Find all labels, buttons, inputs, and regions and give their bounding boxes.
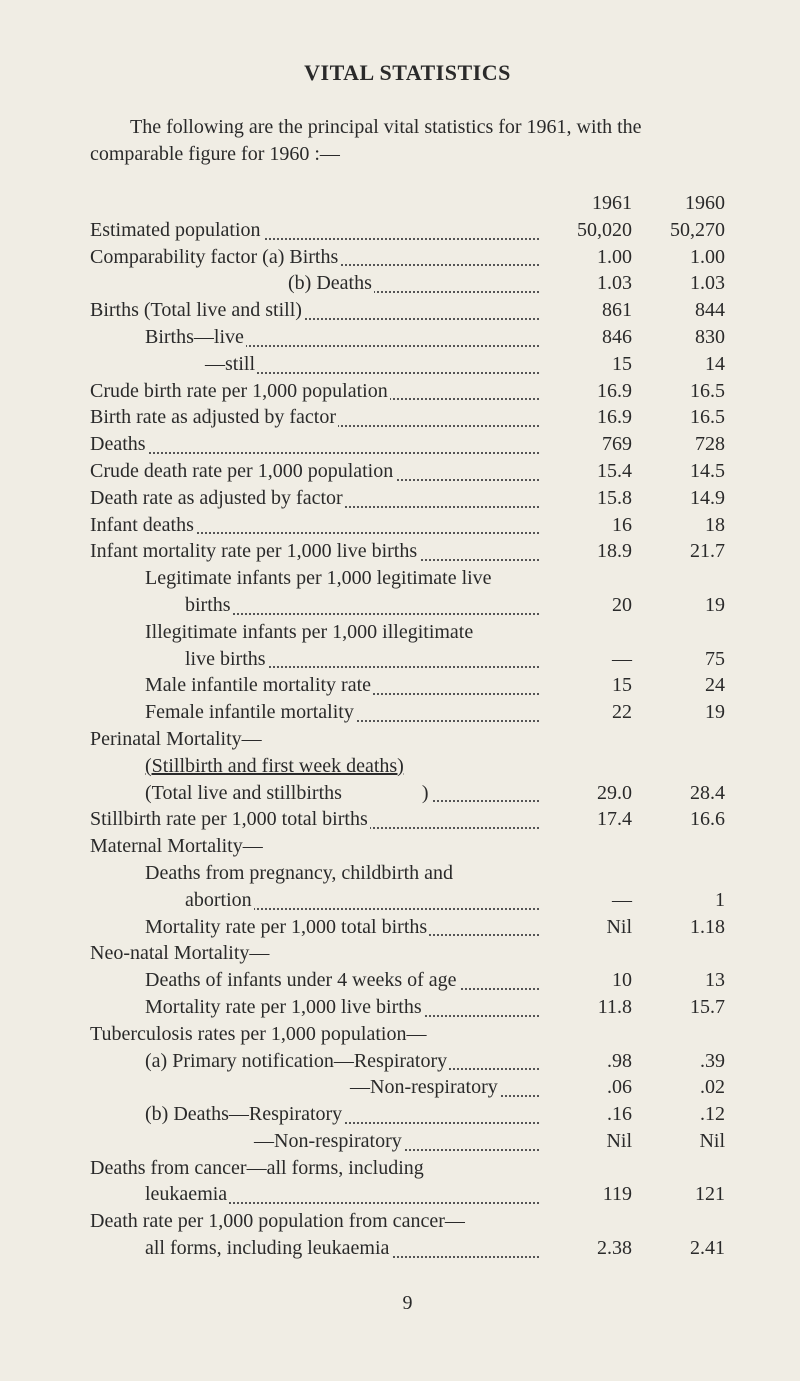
table-row: —Non-respiratory Nil Nil [90,1128,725,1155]
table-row: births 20 19 [90,592,725,619]
table-row: Estimated population 50,020 50,270 [90,217,725,244]
table-row: Mortality rate per 1,000 live births 11.… [90,994,725,1021]
table-row: Comparability factor (a) Births 1.00 1.0… [90,244,725,271]
table-row: abortion — 1 [90,887,725,914]
table-row: Female infantile mortality 22 19 [90,699,725,726]
table-row: Deaths from cancer—all forms, including [90,1155,725,1182]
page-number: 9 [90,1292,725,1315]
table-row: all forms, including leukaemia 2.38 2.41 [90,1235,725,1262]
table-row: Crude birth rate per 1,000 population 16… [90,378,725,405]
table-row: Death rate per 1,000 population from can… [90,1208,725,1235]
header-row: 1961 1960 [90,190,725,217]
title: VITAL STATISTICS [90,60,725,86]
table-row: leukaemia 119 121 [90,1181,725,1208]
table-row: Male infantile mortality rate 15 24 [90,672,725,699]
table-row: live births — 75 [90,646,725,673]
stats-table: 1961 1960 Estimated population 50,020 50… [90,190,725,1262]
table-row: Crude death rate per 1,000 population 15… [90,458,725,485]
table-row: (a) Primary notification—Respiratory .98… [90,1048,725,1075]
table-row: Infant mortality rate per 1,000 live bir… [90,538,725,565]
table-row: Infant deaths 16 18 [90,512,725,539]
table-row: Neo-natal Mortality— [90,940,725,967]
intro-paragraph: The following are the principal vital st… [90,114,725,168]
table-row: (Total live and stillbirths ) 29.0 28.4 [90,780,725,807]
table-row: Deaths from pregnancy, childbirth and [90,860,725,887]
table-row: —still 15 14 [90,351,725,378]
table-row: (Stillbirth and first week deaths) [90,753,725,780]
table-row: —Non-respiratory .06 .02 [90,1074,725,1101]
year-1960: 1960 [632,190,725,217]
table-row: Deaths 769 728 [90,431,725,458]
table-row: Tuberculosis rates per 1,000 population— [90,1021,725,1048]
table-row: Birth rate as adjusted by factor 16.9 16… [90,404,725,431]
table-row: Births (Total live and still) 861 844 [90,297,725,324]
table-row: Mortality rate per 1,000 total births Ni… [90,914,725,941]
table-row: (b) Deaths 1.03 1.03 [90,270,725,297]
table-row: Perinatal Mortality— [90,726,725,753]
table-row: Legitimate infants per 1,000 legitimate … [90,565,725,592]
page: VITAL STATISTICS The following are the p… [0,0,800,1355]
table-row: Deaths of infants under 4 weeks of age 1… [90,967,725,994]
table-row: Stillbirth rate per 1,000 total births 1… [90,806,725,833]
year-1961: 1961 [539,190,632,217]
table-row: Death rate as adjusted by factor 15.8 14… [90,485,725,512]
table-row: Births—live 846 830 [90,324,725,351]
table-row: Maternal Mortality— [90,833,725,860]
table-row: (b) Deaths—Respiratory .16 .12 [90,1101,725,1128]
table-row: Illegitimate infants per 1,000 illegitim… [90,619,725,646]
